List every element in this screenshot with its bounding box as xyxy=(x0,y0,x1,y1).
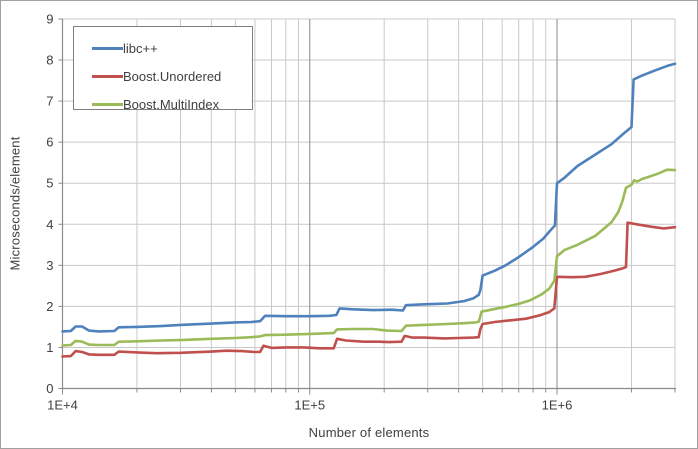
y-tick-label: 8 xyxy=(46,53,53,68)
series-line-libc- xyxy=(61,62,677,333)
boost-unordered-line-swatch xyxy=(92,74,123,78)
y-tick-label: 7 xyxy=(46,94,53,109)
x-axis-title: Number of elements xyxy=(308,425,430,440)
y-tick-label: 3 xyxy=(46,258,53,273)
y-tick-label: 1 xyxy=(46,340,53,355)
legend-label-boost-multiindex: Boost.MultiIndex xyxy=(123,96,220,112)
series-line-boost-multiindex xyxy=(61,168,677,347)
legend-label-libcpp: libc++ xyxy=(123,40,158,56)
y-tick-label: 9 xyxy=(46,12,53,27)
legend-item-boost-unordered: Boost.Unordered xyxy=(74,62,252,90)
y-tick-label: 4 xyxy=(46,217,53,232)
legend-item-boost-multiindex: Boost.MultiIndex xyxy=(74,90,252,118)
y-tick-label: 2 xyxy=(46,299,53,314)
legend: libc++ Boost.Unordered Boost.MultiIndex xyxy=(73,26,253,112)
x-tick-label: 1E+5 xyxy=(294,398,325,413)
legend-item-libcpp: libc++ xyxy=(74,34,252,62)
x-tick-label: 1E+6 xyxy=(542,398,573,413)
series-line-boost-unordered xyxy=(61,221,677,358)
x-tick-label: 1E+4 xyxy=(47,398,78,413)
boost-multiindex-line-swatch xyxy=(92,102,123,106)
y-axis-title: Microseconds/element xyxy=(7,136,23,271)
y-tick-label: 0 xyxy=(46,381,53,396)
legend-label-boost-unordered: Boost.Unordered xyxy=(123,68,222,84)
y-tick-label: 5 xyxy=(46,176,53,191)
libcpp-line-swatch xyxy=(92,46,123,50)
y-tick-label: 6 xyxy=(46,135,53,150)
